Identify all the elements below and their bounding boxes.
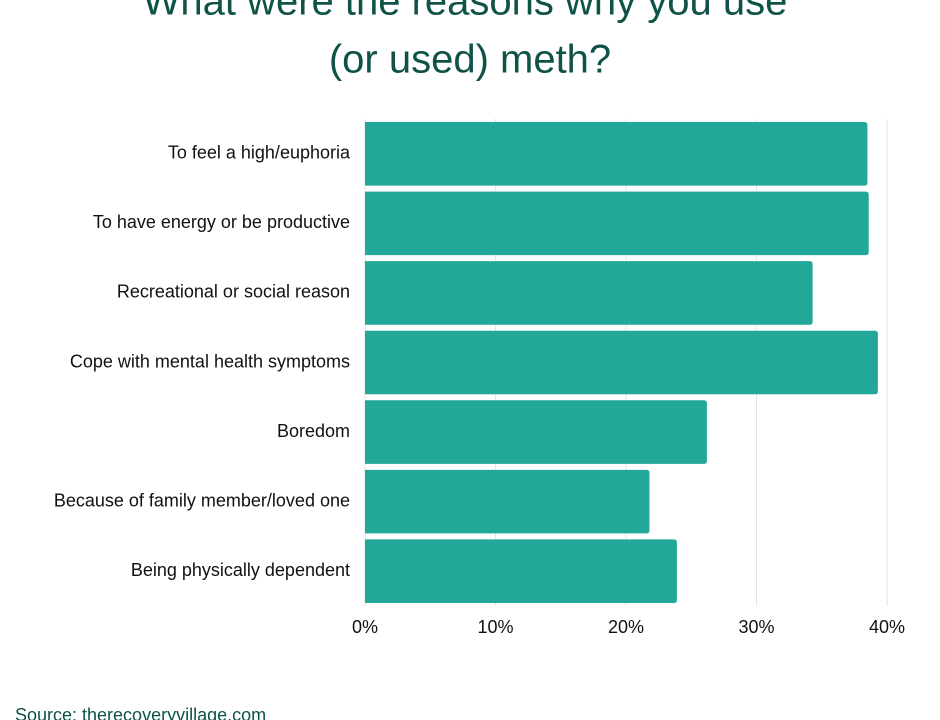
y-tick-label: Recreational or social reason xyxy=(117,282,350,302)
bar xyxy=(365,469,650,534)
y-tick-label: Because of family member/loved one xyxy=(54,490,350,510)
chart-title: What were the reasons why you use xyxy=(143,0,788,24)
bar xyxy=(365,400,707,464)
x-tick-label: 10% xyxy=(477,617,513,637)
y-tick-label: Cope with mental health symptoms xyxy=(70,351,350,371)
bar xyxy=(365,191,869,256)
bar xyxy=(365,330,878,395)
x-tick-label: 30% xyxy=(738,617,774,637)
bar xyxy=(365,539,677,603)
y-tick-label: To feel a high/euphoria xyxy=(168,143,351,163)
y-tick-label: Being physically dependent xyxy=(131,560,350,580)
bar xyxy=(365,122,868,186)
chart-title: (or used) meth? xyxy=(329,38,611,82)
bar xyxy=(365,261,813,325)
source: Source: therecoveryvillage.com xyxy=(15,705,266,720)
x-tick-label: 0% xyxy=(352,617,378,637)
y-tick-label: Boredom xyxy=(277,421,350,441)
y-tick-label: To have energy or be productive xyxy=(93,212,350,232)
x-tick-label: 20% xyxy=(608,617,644,637)
x-tick-label: 40% xyxy=(869,617,905,637)
